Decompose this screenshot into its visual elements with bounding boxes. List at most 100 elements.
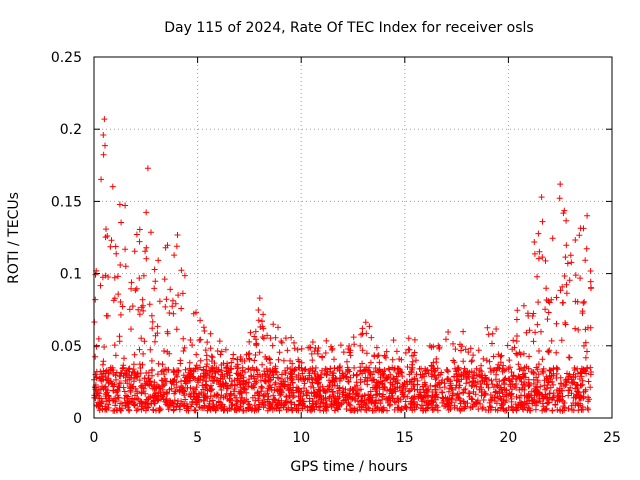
data-point (128, 372, 135, 379)
data-point (351, 364, 358, 371)
data-point (514, 307, 521, 314)
data-point (445, 329, 452, 335)
data-point (148, 367, 155, 374)
data-point (545, 348, 551, 355)
data-point (536, 348, 542, 354)
data-point (134, 406, 141, 412)
data-point (234, 381, 241, 388)
data-point (241, 358, 248, 364)
data-point (264, 332, 271, 339)
data-point (286, 386, 293, 393)
data-point (147, 346, 154, 353)
data-point (430, 359, 437, 366)
data-point (258, 383, 265, 390)
data-point (146, 378, 153, 385)
data-point (370, 377, 377, 383)
data-point (268, 404, 275, 411)
y-tick-label: 0 (73, 411, 82, 427)
data-point (558, 381, 565, 387)
data-point (289, 371, 296, 378)
data-point (249, 384, 256, 391)
data-point (516, 399, 523, 406)
data-point (568, 259, 575, 266)
data-point (542, 257, 549, 264)
data-point (170, 401, 177, 408)
data-point (131, 396, 138, 403)
data-point (245, 366, 252, 373)
data-point (395, 370, 402, 377)
data-point (265, 393, 272, 400)
data-point (567, 252, 574, 259)
data-point (201, 328, 208, 334)
data-point (473, 365, 480, 372)
grid-lines (94, 57, 612, 418)
data-point (361, 392, 368, 399)
data-point (312, 368, 318, 375)
data-point (346, 343, 353, 349)
data-point (452, 346, 459, 353)
data-point (394, 395, 401, 402)
data-point (193, 362, 200, 369)
data-point (458, 347, 464, 354)
data-point (237, 372, 244, 378)
data-point (542, 306, 549, 313)
data-point (137, 365, 144, 371)
data-point (192, 407, 199, 414)
data-point (572, 237, 579, 243)
data-point (176, 403, 183, 410)
data-point (483, 357, 490, 364)
data-point (404, 364, 411, 370)
data-point (552, 401, 559, 408)
y-tick-label: 0.15 (51, 194, 82, 210)
data-point (218, 348, 225, 355)
data-point (374, 405, 381, 412)
data-point (197, 364, 203, 371)
data-point (307, 383, 314, 390)
data-point (313, 377, 320, 384)
data-point (140, 307, 147, 314)
data-point (260, 404, 267, 411)
data-point (513, 393, 520, 400)
data-point (520, 350, 527, 357)
data-point (530, 380, 537, 387)
data-point (119, 303, 126, 310)
data-point (135, 306, 142, 313)
data-point (371, 407, 377, 414)
data-point (149, 372, 155, 379)
data-point (337, 363, 343, 370)
data-point (584, 364, 591, 371)
data-point (337, 342, 344, 349)
data-point (357, 386, 364, 393)
data-point (155, 257, 162, 264)
data-point (288, 399, 295, 406)
data-point (359, 325, 366, 332)
data-point (169, 303, 176, 310)
data-point (117, 311, 124, 318)
data-point (369, 371, 376, 378)
data-point (365, 368, 372, 374)
data-point (260, 393, 267, 400)
data-point (508, 369, 515, 376)
data-point (505, 404, 512, 411)
data-point (480, 355, 487, 362)
data-point (357, 379, 364, 386)
data-point (402, 349, 409, 356)
data-point (470, 352, 477, 359)
data-point (411, 402, 418, 409)
data-point (164, 330, 171, 337)
data-point (166, 310, 173, 316)
data-point (270, 392, 277, 399)
data-point (406, 346, 413, 353)
data-point (543, 285, 550, 292)
data-point (104, 312, 111, 319)
data-point (197, 317, 204, 324)
data-point (239, 364, 246, 371)
data-point (309, 339, 316, 345)
data-point (577, 392, 584, 399)
data-point (409, 358, 416, 365)
data-point (455, 366, 462, 373)
data-point (164, 389, 170, 395)
data-point (462, 346, 469, 353)
data-point (130, 378, 137, 385)
data-point (532, 329, 539, 336)
